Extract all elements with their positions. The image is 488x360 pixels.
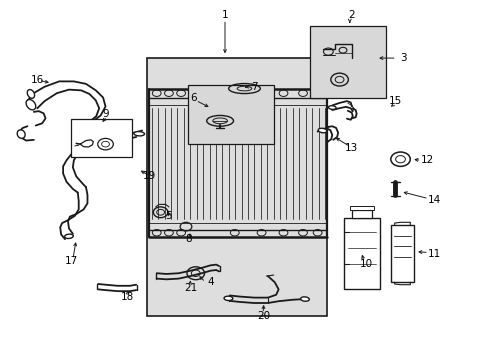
Ellipse shape <box>328 106 335 109</box>
Text: 15: 15 <box>388 96 402 106</box>
Text: 6: 6 <box>190 93 196 103</box>
Text: 7: 7 <box>250 82 257 92</box>
Ellipse shape <box>134 131 144 136</box>
Text: 9: 9 <box>102 109 109 119</box>
Ellipse shape <box>224 296 232 301</box>
Text: 14: 14 <box>427 195 440 205</box>
Bar <box>147 58 327 316</box>
Bar <box>349 206 373 210</box>
Bar <box>390 225 413 282</box>
Bar <box>351 210 371 218</box>
Text: 17: 17 <box>64 256 78 266</box>
Text: 11: 11 <box>427 248 440 258</box>
Text: 16: 16 <box>31 75 44 85</box>
Ellipse shape <box>300 297 309 301</box>
Bar <box>310 26 385 98</box>
Text: 12: 12 <box>420 155 433 165</box>
Text: 3: 3 <box>399 53 406 63</box>
Text: 8: 8 <box>185 234 191 244</box>
Text: 19: 19 <box>142 171 156 181</box>
Ellipse shape <box>206 116 233 126</box>
Bar <box>344 218 379 289</box>
Bar <box>71 119 132 157</box>
Ellipse shape <box>318 128 326 133</box>
Ellipse shape <box>212 118 227 124</box>
Ellipse shape <box>27 90 35 98</box>
Text: 13: 13 <box>345 143 358 153</box>
Ellipse shape <box>17 130 25 138</box>
Text: 20: 20 <box>257 311 270 321</box>
Text: 10: 10 <box>359 259 372 269</box>
Text: 18: 18 <box>121 292 134 302</box>
Text: 21: 21 <box>184 283 197 293</box>
Text: 1: 1 <box>221 10 228 20</box>
Ellipse shape <box>64 234 73 238</box>
Text: 4: 4 <box>206 277 213 287</box>
Bar <box>188 85 273 144</box>
Text: 2: 2 <box>348 10 354 20</box>
Ellipse shape <box>26 99 36 110</box>
Text: 5: 5 <box>165 211 172 221</box>
